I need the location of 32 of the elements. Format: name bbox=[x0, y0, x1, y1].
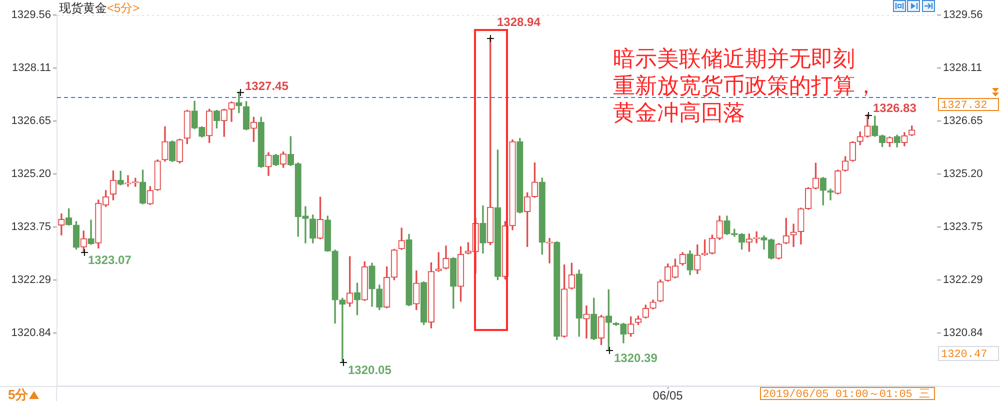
chart-subtitle: <5分> bbox=[107, 1, 140, 15]
text: 1320.47 bbox=[941, 349, 988, 361]
candlestick bbox=[790, 224, 797, 247]
text: 5分 bbox=[8, 387, 30, 401]
ref-line-label: 1327.32 bbox=[941, 100, 988, 112]
y-tick-label: 1326.65 bbox=[11, 115, 51, 128]
candlestick bbox=[88, 220, 94, 245]
annotation: 1320.05 bbox=[348, 363, 392, 377]
y2-tick-label: 1329.56 bbox=[943, 9, 983, 22]
y2-tick-label: 1326.65 bbox=[943, 115, 983, 128]
y2-tick-label: 1323.75 bbox=[943, 220, 983, 233]
chart-title: 现货黄金 bbox=[59, 1, 107, 15]
y2-tick-label: 1320.84 bbox=[943, 327, 983, 340]
y-tick-label: 1329.56 bbox=[11, 9, 51, 22]
annotation: 1327.45 bbox=[245, 79, 289, 93]
y2-tick-label: 1325.20 bbox=[943, 168, 983, 180]
annotation: 1323.07 bbox=[88, 253, 132, 267]
y2-tick-label: 1322.29 bbox=[943, 274, 983, 286]
y2-tick-label: 1328.11 bbox=[943, 62, 982, 74]
candlestick bbox=[546, 238, 553, 264]
candlestick bbox=[827, 188, 834, 200]
annotation: 1320.39 bbox=[614, 351, 658, 365]
y-tick-label: 1320.84 bbox=[11, 327, 51, 340]
annotation: 1328.94 bbox=[497, 15, 541, 29]
y-tick-label: 1325.20 bbox=[11, 168, 51, 180]
y-tick-label: 1322.29 bbox=[11, 274, 51, 286]
x-tick-label: 06/05 bbox=[652, 388, 684, 401]
text: 2019/06/05 01:00～01:05 三 bbox=[762, 388, 930, 401]
annotation: 1326.83 bbox=[873, 101, 917, 115]
y-tick-label: 1323.75 bbox=[11, 220, 51, 233]
y-tick-label: 1328.11 bbox=[12, 62, 51, 74]
candlestick bbox=[583, 305, 590, 339]
